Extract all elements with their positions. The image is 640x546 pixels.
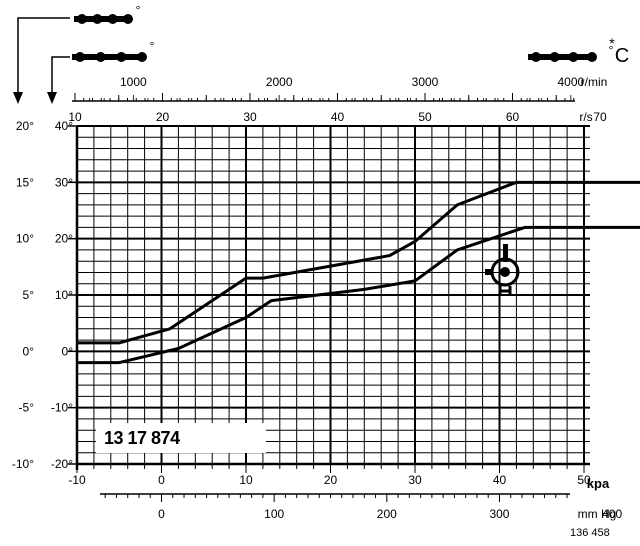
distributor-pictogram-icon [74,14,133,24]
celsius-degree-mark: ° [609,43,614,57]
vacuum-unit-stem [503,244,508,262]
y-inner-tick-label: 30° [55,175,73,189]
y-inner-tick-label: -10° [51,401,73,415]
distributor-pictogram-icon-lobe [123,14,133,24]
camshaft-pictogram-icon-lobe [531,52,541,62]
rs-unit-label: r/s [579,110,592,124]
y-inner-tick-label: 10° [55,288,73,302]
vacuum-unit-port [485,269,491,275]
y-inner-tick-label: 40° [55,119,73,133]
crankshaft-pictogram-icon-lobe [75,52,85,62]
crankshaft-pictogram-icon-shaft [72,54,146,60]
y-outer-tick-label: 15° [16,175,34,189]
vacuum-unit-hub [500,267,510,277]
figure-code-label: 136 458 [570,527,610,539]
y-outer-tick-label: 20° [16,119,34,133]
mmhg-unit-label: mm Hg [578,507,617,521]
crankshaft-pictogram-icon-lobe [116,52,127,62]
mmhg-tick-label: 300 [489,507,509,521]
outer-scale-arrow-icon [13,92,23,104]
y-outer-tick-label: 0° [23,344,35,358]
distributor-pictogram-icon-shaft [74,16,132,22]
axis-marks: -20° -10° 0° 10° 20° 30° 40° -10° -5° 0° 5° 10° 15° 2… [12,75,623,521]
y-outer-tick-label: -5° [19,401,35,415]
camshaft-pictogram-icon-lobe [549,52,560,62]
mmhg-tick-label: 400 [602,507,622,521]
kpa-tick-label: 0 [158,473,165,487]
inner-scale-pointer-line [51,56,70,98]
y-inner-tick-label: 20° [55,232,73,246]
camshaft-pictogram-icon-shaft [528,54,596,60]
crankshaft-pictogram-icon-lobe [95,52,106,62]
part-number-label: 13 17 874 [96,423,266,453]
rpm-tick-label: 3000 [412,75,439,89]
rpm-tick-label: 2000 [266,75,293,89]
camshaft-pictogram-icon [528,52,597,62]
grid-major [76,125,590,465]
camshaft-pictogram-icon-lobe [568,52,579,62]
crankshaft-pictogram-icon-lobe [137,52,147,62]
y-inner-tick-label: 0° [62,344,74,358]
rpm-tick-label: 4000 [557,75,584,89]
degree-mark: ° [136,3,141,17]
vacuum-unit-h-mark [498,286,512,296]
kpa-tick-label: -10 [68,473,86,487]
asterisk-mark: * [609,35,615,51]
outer-scale-pointer-line [17,17,70,98]
crankshaft-pictogram-icon [72,52,147,62]
mmhg-tick-label: 200 [377,507,397,521]
rs-tick-label: 10 [68,110,82,124]
y-outer-tick-label: 10° [16,232,34,246]
distributor-pictogram-icon-lobe [92,14,103,24]
kpa-unit-label: kpa [587,476,610,491]
kpa-tick-label: 50 [577,473,591,487]
rs-tick-label: 70 [593,110,607,124]
distributor-pictogram-icon-lobe [107,14,118,24]
series-line-2 [77,225,640,365]
kpa-tick-label: 30 [408,473,422,487]
distributor-pictogram-icon-lobe [77,14,87,24]
rpm-tick-label: 1000 [120,75,147,89]
inner-scale-arrow-icon [47,92,57,104]
y-outer-tick-label: -10° [12,457,34,471]
y-outer-tick-label: 5° [23,288,35,302]
icon-layer: °° *C° [13,3,629,296]
rs-tick-label: 60 [506,110,520,124]
kpa-tick-label: 10 [239,473,253,487]
series-layer [77,180,640,365]
rs-tick-label: 20 [156,110,170,124]
degree-mark: ° [150,39,155,53]
mmhg-tick-label: 0 [158,507,165,521]
camshaft-pictogram-icon-lobe [587,52,597,62]
mmhg-tick-label: 100 [264,507,284,521]
kpa-tick-label: 20 [324,473,338,487]
series-line-1 [77,180,640,345]
kpa-tick-label: 40 [493,473,507,487]
rs-tick-label: 40 [331,110,345,124]
rs-tick-label: 30 [243,110,257,124]
rpm-unit-label: r/min [581,75,608,89]
y-inner-tick-label: -20° [51,457,73,471]
celsius-mark: C [615,45,629,67]
plot-frame [75,125,590,470]
rs-tick-label: 50 [418,110,432,124]
vacuum-unit-pictogram-icon [485,244,520,296]
